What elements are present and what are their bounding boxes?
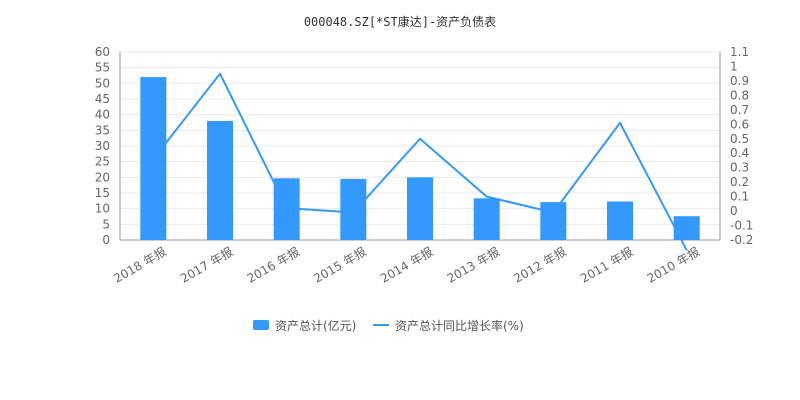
- bar: [607, 201, 633, 240]
- y-left-tick-label: 55: [95, 61, 110, 75]
- y-left-tick-label: 25: [95, 155, 110, 169]
- y-right-tick-label: 0.1: [730, 190, 749, 204]
- y-right-tick-label: 0.6: [730, 117, 749, 131]
- y-right-tick-label: 0.2: [730, 175, 749, 189]
- y-right-tick-label: -0.2: [730, 233, 753, 247]
- y-left-tick-label: 50: [95, 76, 110, 90]
- bar: [207, 120, 233, 240]
- x-category-label: 2011 年报: [577, 244, 635, 286]
- x-category-label: 2014 年报: [377, 244, 435, 286]
- y-left-tick-label: 15: [95, 186, 110, 200]
- y-left-tick-label: 20: [95, 170, 110, 184]
- chart-title: 000048.SZ[*ST康达]-资产负债表: [304, 14, 496, 29]
- x-category-label: 2010 年报: [644, 244, 702, 286]
- y-right-tick-label: 0.9: [730, 74, 749, 88]
- y-right-tick-label: 0.5: [730, 132, 749, 146]
- y-left-tick-label: 60: [95, 45, 110, 59]
- y-left-tick-label: 10: [95, 202, 110, 216]
- y-left-tick-label: 0: [102, 233, 110, 247]
- bar: [673, 216, 700, 240]
- x-category-label: 2012 年报: [511, 244, 569, 286]
- bar: [473, 198, 500, 240]
- x-category-label: 2013 年报: [444, 244, 502, 286]
- y-right-tick-label: 1.1: [730, 45, 749, 59]
- y-right-tick-label: 0.7: [730, 103, 749, 117]
- x-category-label: 2018 年报: [111, 244, 169, 286]
- y-left-tick-label: 35: [95, 123, 110, 137]
- x-category-label: 2016 年报: [244, 244, 302, 286]
- bar: [340, 178, 367, 240]
- growth-line: [152, 72, 688, 251]
- y-right-tick-label: 1: [730, 59, 738, 73]
- y-left-tick-label: 40: [95, 108, 110, 122]
- y-left-tick-label: 5: [102, 217, 110, 231]
- y-right-tick-label: 0.3: [730, 161, 749, 175]
- y-left-tick-label: 45: [95, 92, 110, 106]
- legend-bar-label[interactable]: 资产总计(亿元): [275, 318, 356, 333]
- bar: [540, 202, 567, 240]
- y-right-tick-label: 0: [730, 204, 738, 218]
- axis-labels: 051015202530354045505560-0.2-0.100.10.20…: [95, 45, 754, 286]
- legend-line-label[interactable]: 资产总计同比增长率(%): [395, 318, 524, 333]
- bar-series: [140, 77, 700, 240]
- legend[interactable]: 资产总计(亿元) 资产总计同比增长率(%): [253, 318, 524, 333]
- y-right-tick-label: -0.1: [730, 219, 753, 233]
- y-right-tick-label: 0.8: [730, 88, 749, 102]
- legend-bar-swatch[interactable]: [253, 320, 269, 330]
- y-left-tick-label: 30: [95, 139, 110, 153]
- bar: [407, 177, 433, 240]
- x-category-label: 2015 年报: [311, 244, 369, 286]
- line-series: [152, 72, 688, 251]
- y-right-tick-label: 0.4: [730, 146, 749, 160]
- x-category-label: 2017 年报: [177, 244, 235, 286]
